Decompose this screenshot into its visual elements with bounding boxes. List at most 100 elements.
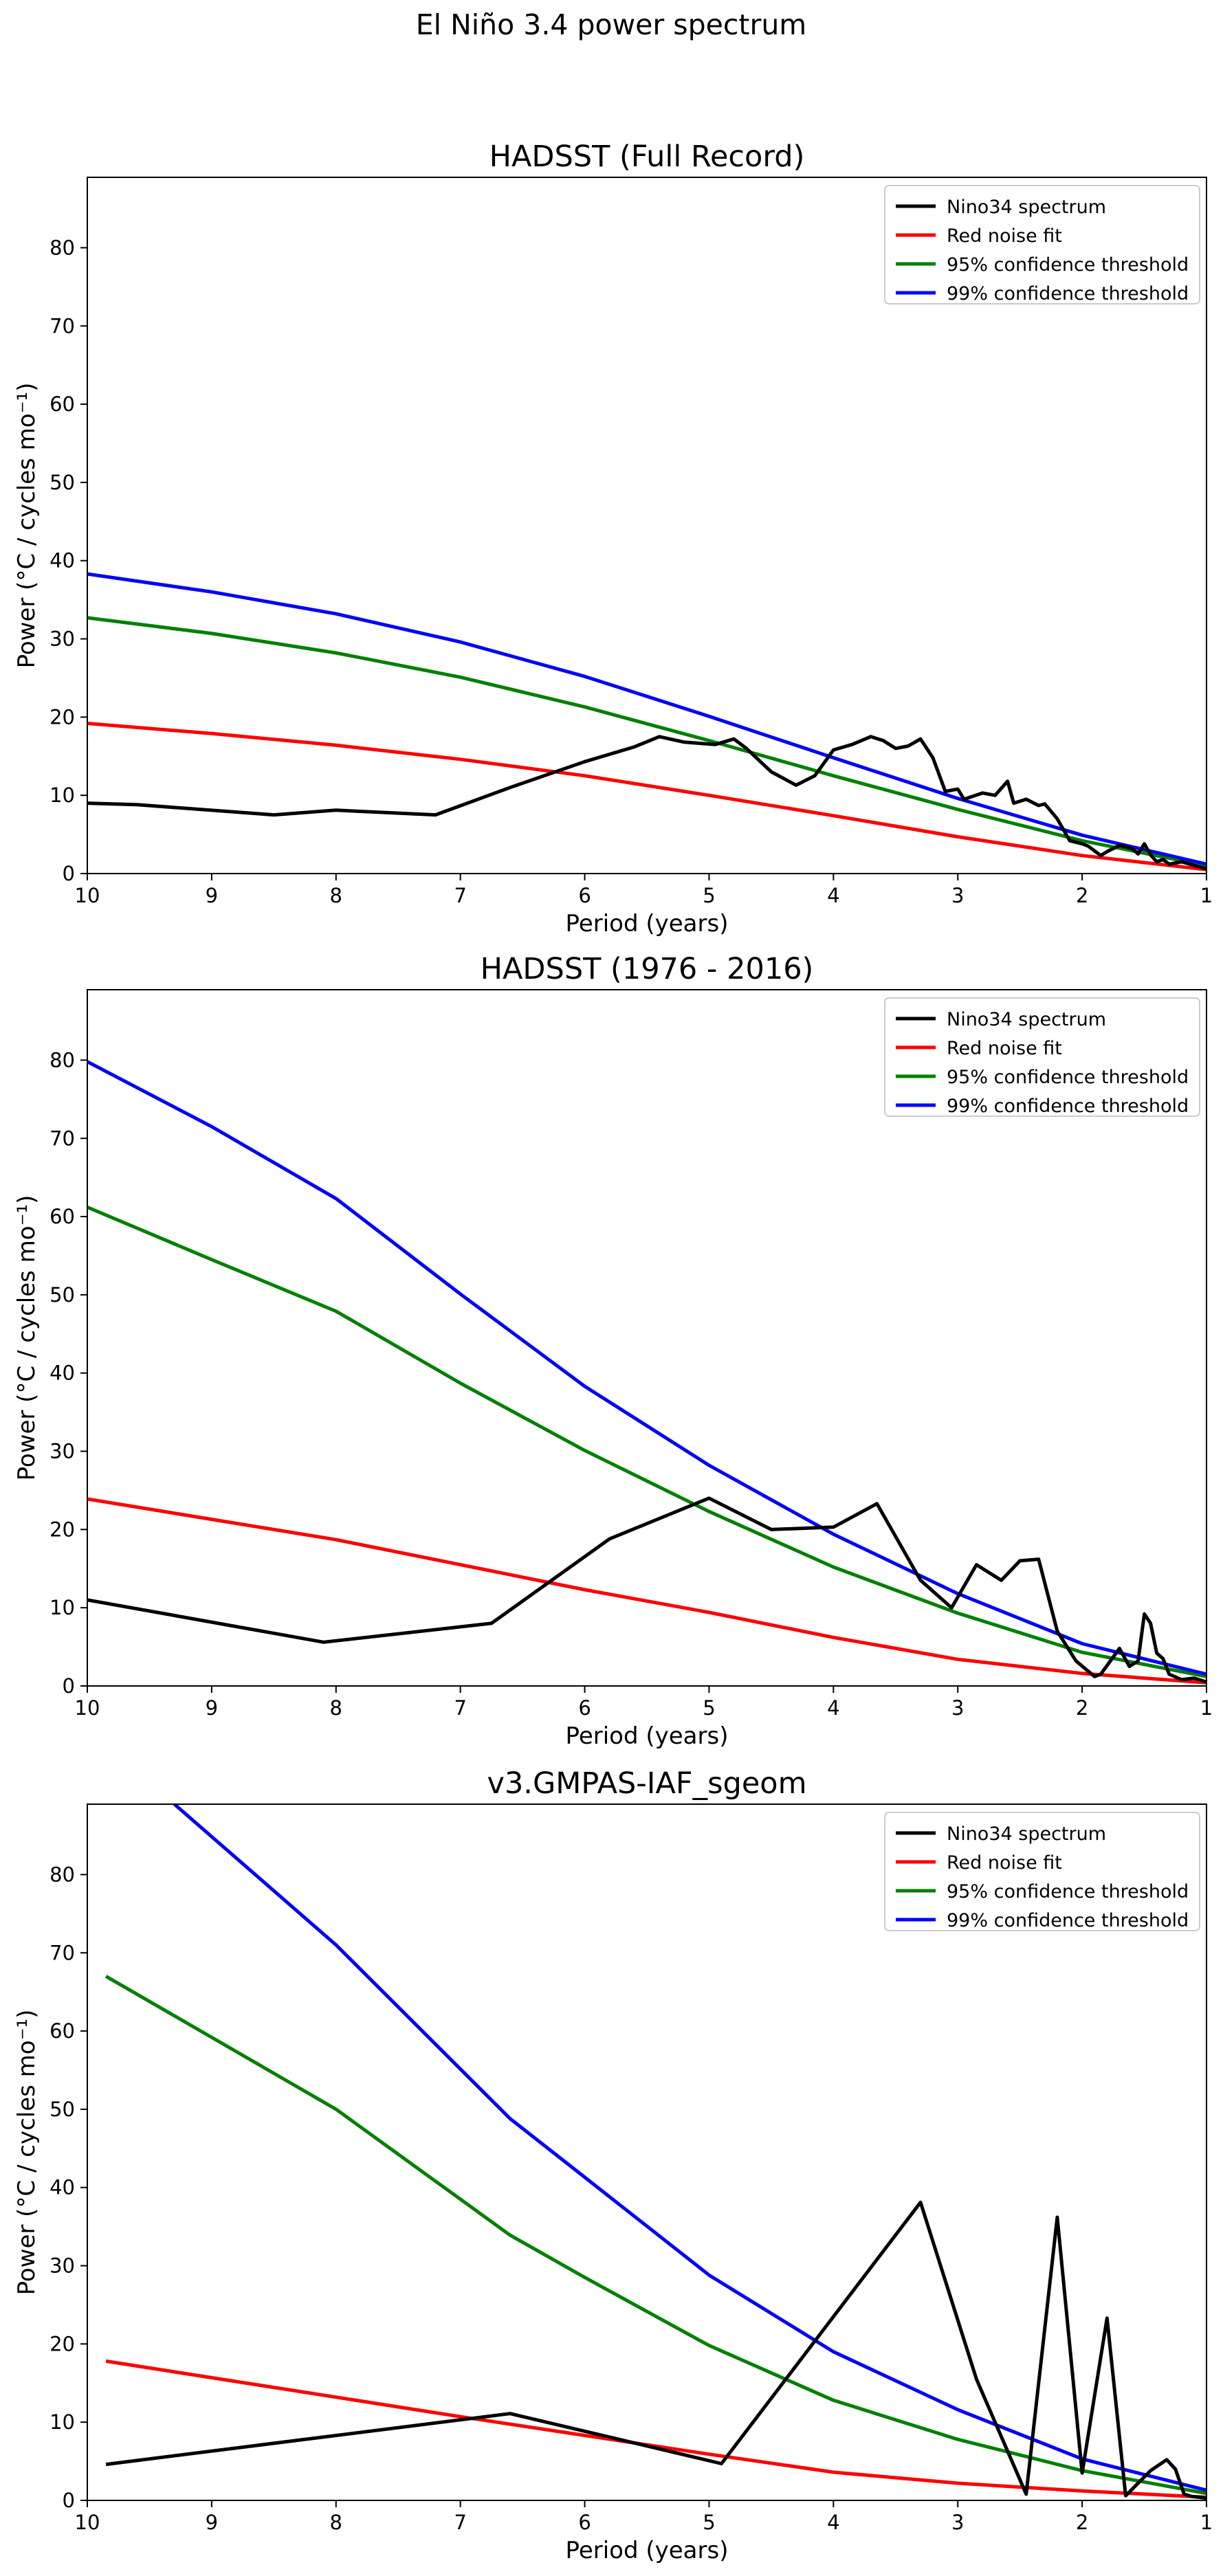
y-tick-label: 70 xyxy=(49,1941,75,1964)
y-tick-label: 0 xyxy=(63,2489,75,2512)
y-tick-label: 60 xyxy=(49,392,75,416)
y-tick-label: 50 xyxy=(49,2098,75,2121)
x-tick-label: 2 xyxy=(1076,1696,1088,1720)
series-line-99-confidence-threshold xyxy=(173,1804,1207,2492)
x-tick-label: 5 xyxy=(703,2511,715,2534)
series-line-99-confidence-threshold xyxy=(87,572,1207,866)
x-tick-label: 3 xyxy=(951,1696,964,1720)
chart-panel-1: HADSST (Full Record)10 9 8 7 6 5 4 3 2 1010203040… xyxy=(13,140,1213,937)
legend: Nino34 spectrum Red noise fit 95% confiden… xyxy=(884,997,1200,1117)
x-tick-label: 8 xyxy=(330,2511,342,2534)
y-tick-label: 70 xyxy=(49,314,75,337)
y-tick-label: 30 xyxy=(49,628,75,651)
x-tick-label: 7 xyxy=(454,1696,466,1720)
series-line-95-confidence-threshold xyxy=(87,1206,1207,1678)
y-tick-label: 20 xyxy=(49,705,75,729)
x-tick-label: 2 xyxy=(1076,884,1088,907)
x-tick-label: 1 xyxy=(1200,884,1213,907)
x-tick-label: 9 xyxy=(206,884,218,907)
y-tick-label: 10 xyxy=(49,1596,75,1619)
x-tick-label: 4 xyxy=(827,884,839,907)
axes-frame xyxy=(87,177,1207,874)
legend: Nino34 spectrum Red noise fit 95% confiden… xyxy=(884,1812,1200,1931)
figure-suptitle: El Niño 3.4 power spectrum xyxy=(416,8,807,41)
x-tick-label: 4 xyxy=(827,2511,839,2534)
x-tick-label: 6 xyxy=(578,1696,591,1720)
legend-entry: 99% confidence threshold xyxy=(947,1096,1189,1117)
x-axis-label: Period (years) xyxy=(566,1722,729,1750)
legend-box xyxy=(884,1812,1200,1931)
legend-entry: 99% confidence threshold xyxy=(947,283,1189,304)
legend-box xyxy=(884,997,1200,1117)
y-tick-label: 20 xyxy=(49,2332,75,2355)
legend-box xyxy=(884,185,1200,304)
x-axis-label: Period (years) xyxy=(566,910,729,937)
legend-entry: Nino34 spectrum xyxy=(947,1009,1106,1030)
series-line-99-confidence-threshold xyxy=(87,1060,1207,1676)
x-axis-label: Period (years) xyxy=(566,2537,729,2564)
legend-entry: Red noise fit xyxy=(947,225,1062,247)
x-tick-label: 1 xyxy=(1200,2511,1213,2534)
legend-entry: Red noise fit xyxy=(947,1038,1062,1059)
x-tick-label: 7 xyxy=(454,2511,466,2534)
x-tick-label: 8 xyxy=(330,884,342,907)
x-tick-label: 1 xyxy=(1200,1696,1213,1720)
y-axis-label: Power (°C / cycles mo⁻¹) xyxy=(13,2010,41,2296)
axes-frame xyxy=(87,989,1207,1687)
x-tick-label: 10 xyxy=(75,1696,100,1720)
legend: Nino34 spectrum Red noise fit 95% confiden… xyxy=(884,185,1200,304)
y-tick-label: 60 xyxy=(49,1205,75,1228)
series-line-red-noise-fit xyxy=(87,722,1207,871)
x-tick-label: 6 xyxy=(578,2511,591,2534)
legend-entry: 95% confidence threshold xyxy=(947,1067,1189,1088)
y-tick-label: 40 xyxy=(49,2176,75,2199)
chart-title: HADSST (1976 - 2016) xyxy=(481,952,814,986)
x-tick-label: 6 xyxy=(578,884,591,907)
y-tick-label: 0 xyxy=(63,862,75,885)
x-tick-label: 3 xyxy=(951,884,964,907)
legend-entry: 95% confidence threshold xyxy=(947,254,1189,276)
x-tick-label: 5 xyxy=(703,884,715,907)
y-axis-label: Power (°C / cycles mo⁻¹) xyxy=(13,383,41,669)
x-tick-label: 7 xyxy=(454,884,466,907)
y-tick-label: 0 xyxy=(63,1674,75,1698)
x-tick-label: 3 xyxy=(951,2511,964,2534)
series-line-red-noise-fit xyxy=(105,2359,1207,2499)
series-line-red-noise-fit xyxy=(87,1497,1207,1685)
y-tick-label: 10 xyxy=(49,2410,75,2434)
x-tick-label: 8 xyxy=(330,1696,342,1720)
series-line-nino34-spectrum xyxy=(105,2200,1207,2500)
series-line-95-confidence-threshold xyxy=(87,616,1207,868)
y-tick-label: 20 xyxy=(49,1518,75,1541)
legend-entry: Nino34 spectrum xyxy=(947,197,1106,218)
chart-title: HADSST (Full Record) xyxy=(489,140,805,174)
y-tick-label: 40 xyxy=(49,549,75,573)
y-tick-label: 50 xyxy=(49,471,75,494)
x-tick-label: 9 xyxy=(206,2511,218,2534)
y-tick-label: 80 xyxy=(49,1863,75,1886)
x-tick-label: 4 xyxy=(827,1696,839,1720)
x-tick-label: 9 xyxy=(206,1696,218,1720)
y-tick-label: 50 xyxy=(49,1283,75,1307)
y-tick-label: 30 xyxy=(49,1440,75,1463)
x-tick-label: 2 xyxy=(1076,2511,1088,2534)
chart-title: v3.GMPAS-IAF_sgeom xyxy=(487,1766,807,1801)
x-tick-label: 10 xyxy=(75,2511,100,2534)
legend-entry: Nino34 spectrum xyxy=(947,1823,1106,1845)
legend-entry: Red noise fit xyxy=(947,1852,1062,1874)
y-tick-label: 80 xyxy=(49,1048,75,1072)
series-line-nino34-spectrum xyxy=(87,735,1207,871)
y-tick-label: 70 xyxy=(49,1126,75,1150)
y-tick-label: 10 xyxy=(49,784,75,807)
y-tick-label: 80 xyxy=(49,236,75,259)
legend-entry: 99% confidence threshold xyxy=(947,1910,1189,1931)
x-tick-label: 5 xyxy=(703,1696,715,1720)
legend-entry: 95% confidence threshold xyxy=(947,1881,1189,1902)
axes-frame xyxy=(87,1803,1207,2501)
chart-panel-2: HADSST (1976 - 2016)10 9 8 7 6 5 4 3 2 1010203040… xyxy=(13,952,1213,1750)
x-tick-label: 10 xyxy=(75,884,100,907)
series-line-95-confidence-threshold xyxy=(104,1975,1207,2496)
series-line-nino34-spectrum xyxy=(87,1496,1207,1684)
